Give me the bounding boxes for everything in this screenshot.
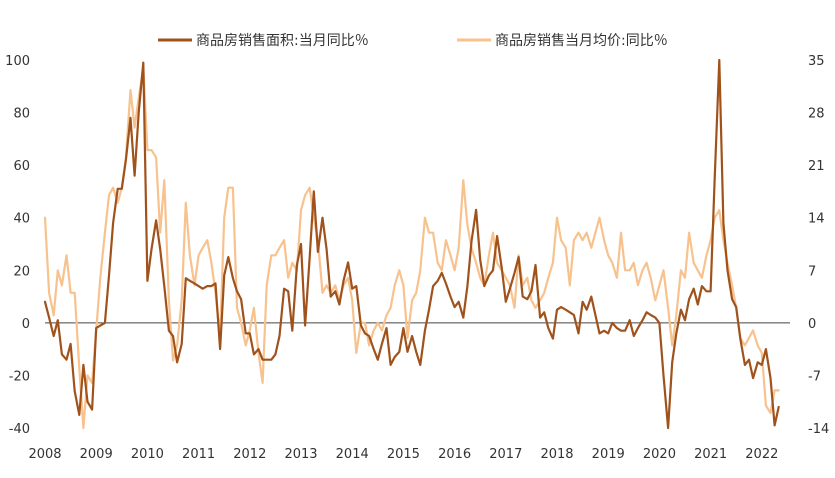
y-right-tick-label: 14: [808, 212, 825, 227]
x-tick-label: 2008: [28, 447, 61, 462]
x-tick-label: 2015: [387, 447, 420, 462]
y-right-tick-label: 21: [808, 159, 825, 174]
y-left-tick-label: -40: [9, 422, 30, 437]
x-tick-label: 2017: [489, 447, 522, 462]
y-right-tick-label: 0: [808, 317, 816, 332]
y-left-tick-label: 20: [13, 264, 30, 279]
series-line-price-yoy: [43, 66, 780, 430]
legend-item-price-yoy: 商品房销售当月均价:同比％: [457, 33, 668, 49]
y-left-tick-label: 60: [13, 159, 30, 174]
x-tick-label: 2016: [438, 447, 471, 462]
x-tick-label: 2012: [233, 447, 266, 462]
y-left-tick-label: 40: [13, 212, 30, 227]
legend-item-area-yoy: 商品房销售面积:当月同比％: [158, 33, 369, 49]
y-left-tick-label: 80: [13, 107, 30, 122]
series-line-area-yoy: [43, 58, 780, 430]
x-tick-label: 2021: [694, 447, 727, 462]
x-tick-label: 2022: [745, 447, 778, 462]
x-tick-label: 2020: [643, 447, 676, 462]
y-right-tick-label: 28: [808, 107, 825, 122]
legend-label-price-yoy: 商品房销售当月均价:同比％: [495, 33, 668, 49]
y-left-tick-label: 0: [22, 317, 30, 332]
x-tick-label: 2018: [540, 447, 573, 462]
x-tick-label: 2010: [131, 447, 164, 462]
y-left-tick-label: -20: [9, 369, 30, 384]
series-layer: [43, 58, 780, 430]
x-tick-label: 2009: [80, 447, 113, 462]
y-right-tick-label: 7: [808, 264, 816, 279]
x-tick-label: 2019: [592, 447, 625, 462]
y-left-tick-label: 100: [5, 54, 30, 69]
x-tick-label: 2014: [336, 447, 369, 462]
y-right-tick-label: -14: [808, 422, 829, 437]
legend-label-area-yoy: 商品房销售面积:当月同比％: [196, 33, 369, 49]
legend: 商品房销售面积:当月同比％ 商品房销售当月均价:同比％: [158, 33, 668, 49]
x-tick-label: 2013: [284, 447, 317, 462]
axes: 100 80 60 40 20 0 -20 -40 35 28 21 14 7 0 -7 -14 2008 200…: [5, 54, 829, 462]
y-right-tick-label: 35: [808, 54, 825, 69]
y-right-tick-label: -7: [808, 369, 821, 384]
x-tick-label: 2011: [182, 447, 215, 462]
